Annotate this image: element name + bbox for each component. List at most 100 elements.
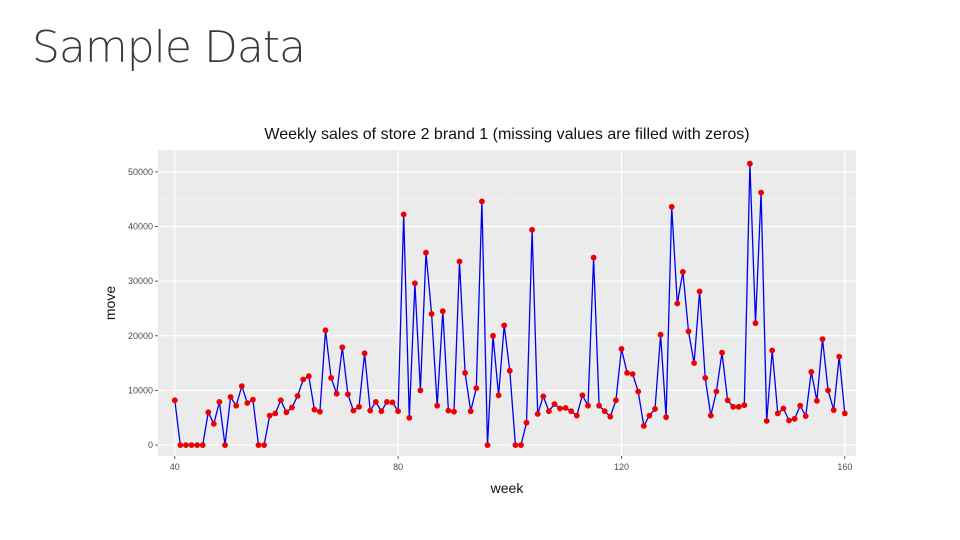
data-point bbox=[506, 367, 513, 374]
data-point bbox=[685, 328, 692, 335]
data-point bbox=[238, 383, 245, 389]
data-point bbox=[328, 375, 334, 381]
data-point bbox=[691, 360, 697, 366]
data-point bbox=[423, 249, 429, 256]
data-point bbox=[786, 417, 792, 424]
data-point bbox=[534, 411, 541, 417]
y-tick-label: 40000 bbox=[128, 222, 153, 232]
data-point bbox=[640, 423, 647, 429]
data-point bbox=[171, 397, 178, 404]
data-point bbox=[825, 387, 831, 394]
data-points bbox=[171, 160, 848, 448]
data-point bbox=[350, 407, 357, 414]
data-point bbox=[277, 397, 284, 404]
data-point bbox=[836, 353, 843, 360]
data-point bbox=[618, 346, 625, 352]
data-point bbox=[194, 442, 201, 448]
data-point bbox=[322, 327, 329, 334]
data-point bbox=[300, 376, 307, 383]
data-point bbox=[266, 412, 273, 419]
data-point bbox=[456, 258, 463, 265]
y-tick-label: 10000 bbox=[128, 385, 153, 395]
data-point bbox=[797, 402, 804, 409]
data-point bbox=[601, 408, 608, 415]
data-point bbox=[378, 408, 385, 415]
data-point bbox=[741, 402, 748, 409]
data-point bbox=[294, 393, 301, 399]
data-point bbox=[579, 392, 586, 399]
data-point bbox=[629, 371, 636, 377]
slide-title: Sample Data bbox=[32, 22, 306, 73]
data-point bbox=[540, 393, 547, 400]
y-axis-title: move bbox=[102, 286, 118, 320]
data-point bbox=[573, 412, 580, 419]
data-point bbox=[663, 414, 669, 421]
x-tick-label: 160 bbox=[837, 462, 852, 472]
data-point bbox=[495, 392, 502, 399]
data-point bbox=[467, 408, 474, 415]
data-point bbox=[333, 390, 340, 397]
data-point bbox=[562, 405, 569, 411]
chart-title: Weekly sales of store 2 brand 1 (missing… bbox=[264, 126, 749, 143]
data-point bbox=[814, 397, 820, 404]
data-point bbox=[484, 442, 491, 448]
data-point bbox=[585, 402, 591, 409]
data-point bbox=[216, 399, 223, 405]
x-tick-label: 120 bbox=[614, 462, 629, 472]
data-point bbox=[372, 399, 379, 405]
data-point bbox=[439, 308, 446, 315]
data-point bbox=[501, 322, 508, 329]
data-point bbox=[702, 375, 709, 381]
data-point bbox=[479, 198, 485, 205]
data-point bbox=[590, 254, 597, 261]
data-point bbox=[668, 203, 675, 210]
data-point bbox=[523, 419, 530, 426]
data-point bbox=[780, 405, 787, 412]
x-tick-label: 40 bbox=[170, 462, 180, 472]
data-point bbox=[551, 401, 558, 407]
x-tick-label: 80 bbox=[393, 462, 403, 472]
x-axis-title: week bbox=[490, 480, 525, 496]
data-point bbox=[624, 370, 630, 376]
data-point bbox=[183, 442, 189, 448]
data-point bbox=[758, 189, 764, 196]
data-point bbox=[311, 406, 318, 413]
data-point bbox=[389, 399, 396, 406]
data-point bbox=[730, 403, 737, 410]
data-point bbox=[417, 387, 424, 394]
data-point bbox=[177, 442, 184, 448]
data-point bbox=[272, 410, 279, 417]
data-point bbox=[518, 442, 524, 448]
minor-gridlines bbox=[158, 150, 856, 456]
data-point bbox=[428, 311, 435, 317]
data-point bbox=[652, 406, 658, 412]
data-point bbox=[473, 385, 480, 392]
data-point bbox=[289, 404, 295, 411]
data-point bbox=[819, 336, 826, 342]
data-point bbox=[607, 413, 614, 420]
data-point bbox=[529, 226, 535, 233]
data-point bbox=[451, 408, 457, 415]
data-point bbox=[791, 415, 798, 422]
data-point bbox=[713, 388, 720, 395]
data-point bbox=[724, 397, 731, 404]
data-point bbox=[345, 391, 351, 398]
data-point bbox=[445, 407, 452, 414]
data-point bbox=[490, 332, 496, 339]
data-point bbox=[255, 442, 262, 448]
data-point bbox=[707, 412, 714, 419]
y-axis: 0 10000 20000 30000 40000 50000 bbox=[128, 167, 158, 450]
data-point bbox=[406, 414, 413, 421]
data-point bbox=[774, 410, 781, 417]
data-point bbox=[512, 442, 519, 448]
data-point bbox=[657, 331, 664, 338]
data-point bbox=[719, 349, 725, 356]
y-tick-label: 50000 bbox=[128, 167, 153, 177]
data-point bbox=[546, 408, 552, 415]
data-point bbox=[384, 399, 390, 405]
data-point bbox=[356, 403, 362, 410]
data-point bbox=[367, 407, 374, 414]
data-point bbox=[227, 394, 234, 400]
data-point bbox=[646, 412, 653, 419]
data-point bbox=[680, 269, 686, 275]
